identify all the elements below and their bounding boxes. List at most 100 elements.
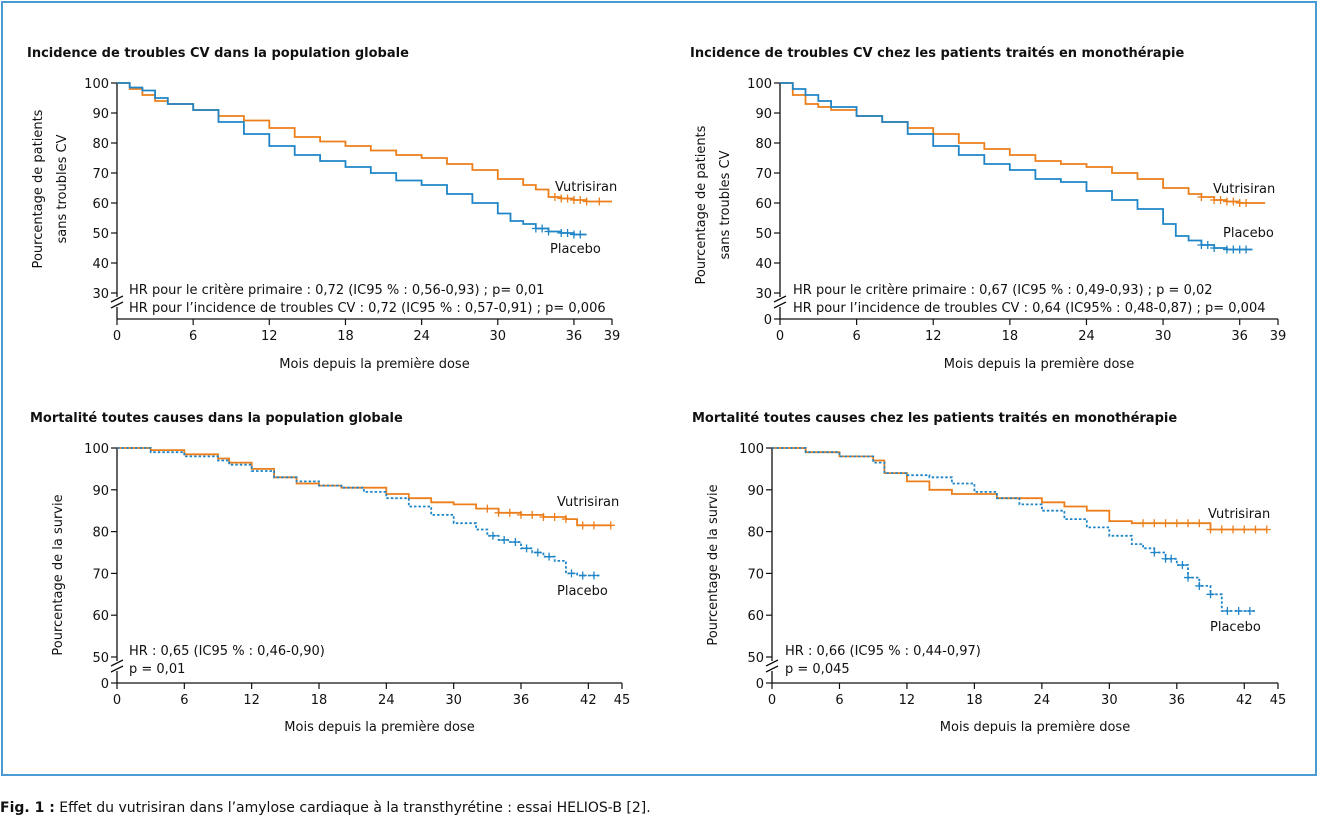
censor-mark [563,194,572,203]
x-axis-label: Mois depuis la première dose [279,357,469,372]
panel-title-2: Incidence de troubles CV chez les patien… [690,46,1185,61]
series-label-vutrisiran: Vutrisiran [557,495,619,510]
x-tick-label: 36 [1231,329,1248,344]
panel-title-1: Incidence de troubles CV dans la populat… [27,46,409,61]
x-tick-label: 42 [580,693,597,708]
y-tick-label: 60 [92,197,109,212]
x-tick-label: 6 [852,329,860,344]
x-tick-label: 0 [113,329,121,344]
annotation-text: HR pour le critère primaire : 0,67 (IC95… [793,283,1213,298]
x-axis-label: Mois depuis la première dose [944,357,1134,372]
censor-mark [538,224,547,233]
x-tick-label: 36 [1169,693,1186,708]
censor-mark [561,515,570,524]
annotation-text: HR pour l’incidence de troubles CV : 0,6… [793,301,1266,316]
censor-mark [550,193,559,201]
censor-mark [522,544,531,553]
y-axis-label: Pourcentage de la survie [51,494,66,655]
x-tick-label: 18 [966,693,983,708]
censor-mark [576,196,585,204]
censor-mark [1161,519,1170,528]
censor-mark [1195,519,1204,528]
x-axis-label: Mois depuis la première dose [284,720,474,735]
x-tick-label: 0 [776,329,784,344]
censor-mark [1217,525,1226,534]
y-tick-label: 70 [92,567,109,582]
chart-panel-2: 30 40 50 60 70 80 90 100 00 6 12 18 24 30 36 39 Mois dep… [694,77,1286,372]
annotation-text: HR pour l’incidence de troubles CV : 0,7… [129,301,606,316]
y-tick-label: 80 [92,137,109,152]
censor-mark [1242,199,1251,207]
y-tick-label: 80 [755,137,772,152]
y-tick-label: 100 [84,442,109,457]
y-tick-label: 0 [756,677,764,692]
y-tick-label: 40 [755,257,772,272]
censor-mark [533,548,542,557]
y-tick-label: 0 [764,313,772,328]
censor-mark [1139,519,1148,528]
censor-mark [589,521,598,530]
x-tick-label: 36 [566,329,583,344]
x-tick-label: 12 [243,693,260,708]
y-tick-label: 80 [92,526,109,541]
censor-mark [1167,554,1176,563]
censor-mark [1184,519,1193,528]
axis-break-mark [110,295,124,303]
y-tick-label: 70 [755,167,772,182]
annotation-text: HR : 0,65 (IC95 % : 0,46-0,90) [129,644,325,659]
y-tick-label: 80 [747,526,764,541]
series-line-placebo [117,447,600,577]
x-tick-label: 45 [614,693,631,708]
x-tick-label: 18 [1002,329,1019,344]
censor-mark [528,510,537,519]
y-tick-label: 60 [755,197,772,212]
censor-mark [1223,607,1232,616]
censor-mark [1150,519,1159,528]
axis-break-mark [110,659,124,667]
censor-mark [567,569,576,578]
y-tick-label: 50 [747,651,764,666]
x-tick-label: 39 [1270,329,1287,344]
x-tick-label: 30 [1155,329,1172,344]
censor-mark [1150,548,1159,557]
series-label-placebo: Placebo [1210,620,1261,635]
censor-mark [1178,561,1187,570]
censor-mark [1172,519,1181,528]
y-tick-label: 100 [739,442,764,457]
censor-mark [1240,525,1249,534]
censor-mark [1234,607,1243,616]
series-line-placebo [780,82,1253,251]
x-tick-label: 6 [835,693,843,708]
censor-mark [1203,241,1212,249]
x-tick-label: 0 [768,693,776,708]
censor-mark [595,197,604,206]
series-line-vutrisiran [772,447,1267,531]
series-line-vutrisiran [780,82,1266,204]
censor-mark [1229,525,1238,534]
axis-break-mark [110,665,124,673]
censor-mark [483,504,492,513]
x-tick-label: 30 [445,693,462,708]
y-axis-label: Pourcentage de patients [694,125,709,284]
caption-text: Effet du vutrisiran dans l’amylose cardi… [54,800,651,816]
y-tick-label: 40 [92,257,109,272]
annotation-text: p = 0,045 [785,662,850,677]
censor-mark [563,229,572,237]
series-label-placebo: Placebo [557,584,608,599]
censor-mark [1206,525,1215,534]
x-tick-label: 30 [1101,693,1118,708]
censor-mark [539,512,548,521]
y-tick-label: 60 [92,609,109,624]
axis-break-mark [765,659,779,667]
y-tick-label: 70 [747,567,764,582]
axis-break-mark [765,665,779,673]
series-line-placebo [117,82,587,236]
figure-frame [1,1,1317,776]
censor-mark [505,508,514,517]
censor-mark [1245,607,1254,616]
censor-mark [589,571,598,580]
censor-mark [606,521,615,530]
y-tick-label: 100 [747,77,772,92]
x-tick-label: 12 [925,329,942,344]
